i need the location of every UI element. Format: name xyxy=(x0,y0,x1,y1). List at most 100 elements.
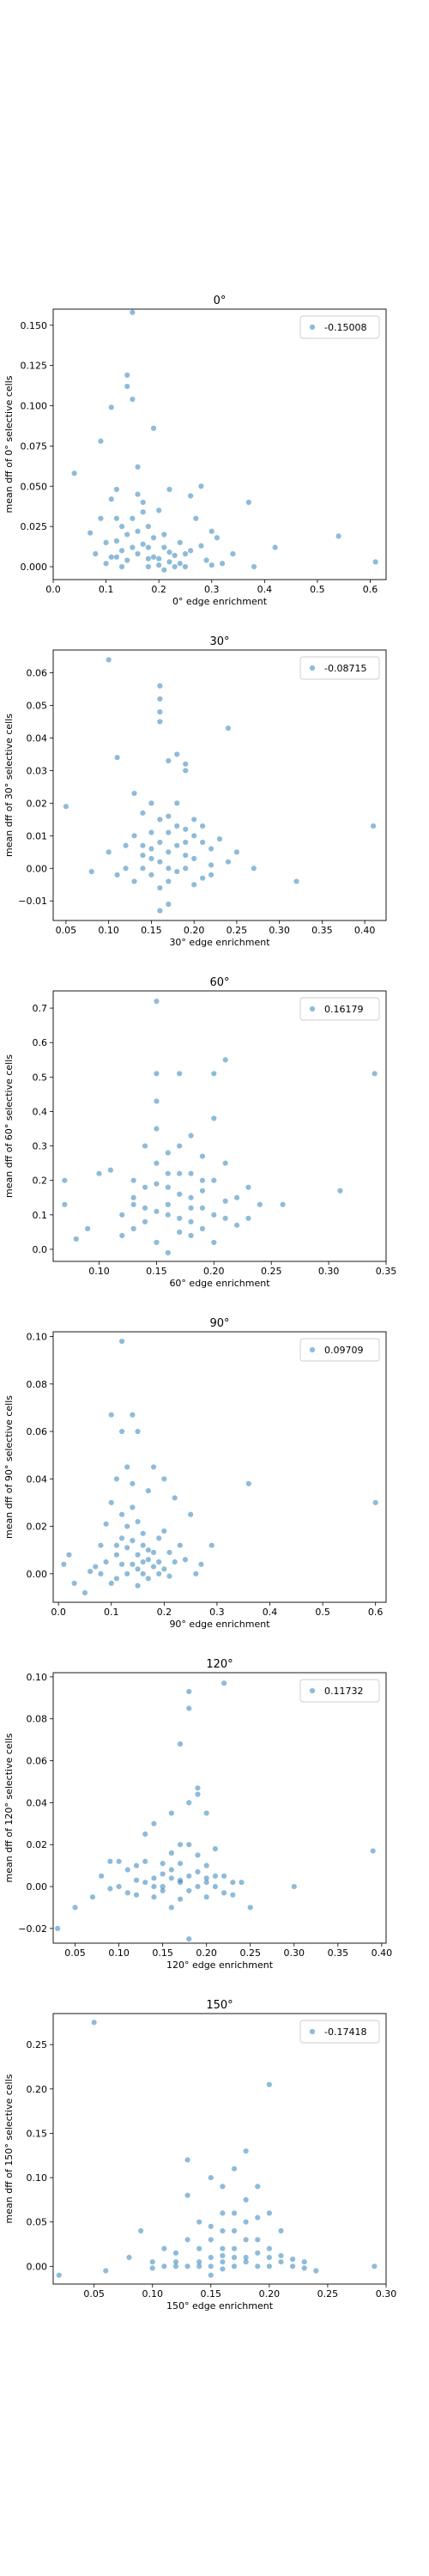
data-point xyxy=(243,2254,249,2261)
data-point xyxy=(196,2263,202,2269)
data-point xyxy=(183,839,189,846)
data-point xyxy=(154,1208,160,1214)
x-tick-label: 0.05 xyxy=(83,2288,105,2300)
data-point xyxy=(130,1538,136,1544)
data-point xyxy=(266,2263,272,2269)
plot-frame xyxy=(52,990,387,1262)
data-point xyxy=(157,859,163,865)
data-point xyxy=(161,544,167,550)
data-point xyxy=(174,751,180,757)
data-point xyxy=(142,1143,148,1149)
plot-frame xyxy=(52,1672,387,1944)
data-point xyxy=(199,1177,206,1183)
data-point xyxy=(372,1071,378,1077)
data-point xyxy=(183,826,189,832)
data-point xyxy=(103,561,109,567)
data-point xyxy=(245,499,251,506)
x-axis-label: 150° edge enrichment xyxy=(166,2300,274,2312)
chart-title: 0° xyxy=(214,295,227,307)
data-point xyxy=(196,2259,202,2265)
data-point xyxy=(130,1412,136,1418)
data-point xyxy=(289,2256,296,2263)
data-point xyxy=(130,1225,136,1231)
data-point xyxy=(156,562,162,568)
plot-frame xyxy=(52,2013,387,2285)
data-point xyxy=(142,1205,148,1211)
legend-box xyxy=(299,2020,380,2044)
data-point xyxy=(195,1785,201,1791)
data-point xyxy=(154,1160,160,1166)
data-point xyxy=(142,1858,148,1864)
data-point xyxy=(251,563,257,570)
data-point xyxy=(88,868,94,875)
data-point xyxy=(142,1218,148,1224)
data-point xyxy=(195,1868,201,1875)
y-tick-label: 0.5 xyxy=(33,1072,48,1083)
data-point xyxy=(230,550,236,557)
data-point xyxy=(156,556,162,562)
data-point xyxy=(154,1181,160,1187)
data-point xyxy=(56,2272,62,2278)
data-point xyxy=(55,1925,61,1932)
data-point xyxy=(168,1867,174,1873)
data-point xyxy=(124,1890,130,1896)
x-tick-label: 0.30 xyxy=(376,2288,397,2300)
x-tick-label: 0.0 xyxy=(51,1607,66,1618)
data-point xyxy=(66,1552,72,1558)
data-point xyxy=(140,866,146,872)
y-tick-label: 0.10 xyxy=(27,1332,48,1343)
legend-box xyxy=(299,1338,380,1362)
data-point xyxy=(71,1580,77,1586)
data-point xyxy=(88,530,94,536)
data-point xyxy=(113,486,120,493)
data-point xyxy=(98,515,104,521)
data-point xyxy=(85,1225,91,1231)
data-point xyxy=(140,1571,146,1577)
x-tick-label: 0.1 xyxy=(99,584,114,595)
data-point xyxy=(135,1428,141,1435)
y-tick-label: 0.03 xyxy=(27,765,48,776)
x-tick-label: 0.1 xyxy=(104,1607,119,1618)
data-point xyxy=(370,823,377,829)
x-tick-label: 0.6 xyxy=(368,1607,384,1618)
data-point xyxy=(108,496,114,502)
data-point xyxy=(203,557,209,563)
chart-panel-3: 90° 0.0 0.1 0.2 0.3 0.4 0.5 0.6 0.00 0.02 0.04 0.06… xyxy=(3,1317,387,1630)
data-point xyxy=(184,2157,190,2163)
data-point xyxy=(245,1184,251,1190)
data-point xyxy=(203,1894,209,1900)
y-tick-label: 0.050 xyxy=(21,481,48,492)
data-point xyxy=(208,2174,214,2181)
data-point xyxy=(118,1511,125,1517)
data-point xyxy=(113,1542,120,1548)
data-point xyxy=(208,2263,214,2269)
data-point xyxy=(103,1558,109,1565)
data-point xyxy=(166,901,172,908)
x-tick-label: 0.40 xyxy=(372,1947,393,1959)
data-point xyxy=(93,550,99,557)
data-point xyxy=(157,719,163,725)
data-point xyxy=(150,535,157,541)
x-tick-label: 0.25 xyxy=(227,925,248,936)
data-point xyxy=(231,2227,238,2234)
data-point xyxy=(165,1212,171,1218)
data-point xyxy=(172,2250,179,2256)
y-tick-label: 0.100 xyxy=(21,401,48,412)
data-point xyxy=(126,2254,132,2261)
data-point xyxy=(166,486,172,493)
data-point xyxy=(177,1071,183,1077)
x-tick-label: 0.30 xyxy=(318,1266,340,1277)
data-point xyxy=(145,544,151,550)
data-point xyxy=(230,1892,236,1898)
data-point xyxy=(220,2227,226,2234)
data-point xyxy=(177,1861,184,1867)
data-point xyxy=(140,499,146,506)
x-tick-label: 0.2 xyxy=(151,584,166,595)
data-point xyxy=(124,1545,130,1551)
data-point xyxy=(255,2184,261,2190)
data-point xyxy=(184,2263,190,2269)
data-point xyxy=(103,2268,109,2274)
y-axis-label: mean dff of 30° selective cells xyxy=(3,714,15,857)
x-tick-label: 0.20 xyxy=(184,925,205,936)
